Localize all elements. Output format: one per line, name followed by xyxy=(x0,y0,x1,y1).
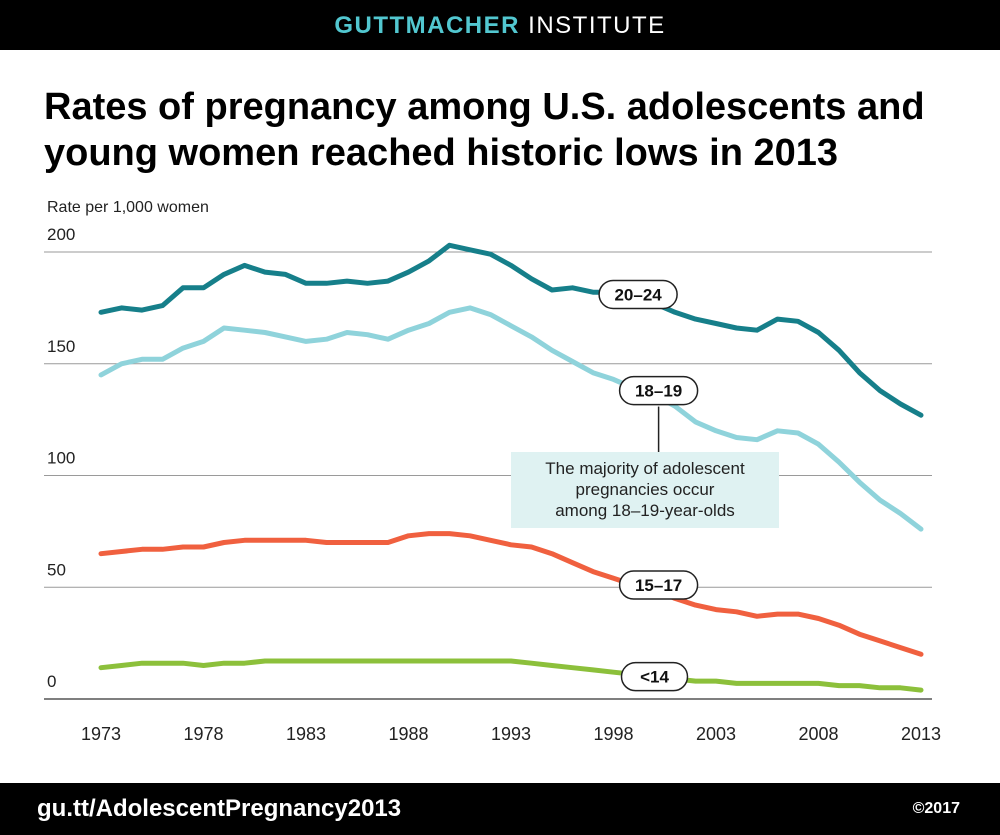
x-tick-label-1988: 1988 xyxy=(388,724,428,744)
x-tick-label-2003: 2003 xyxy=(696,724,736,744)
series-label-2024: 20–24 xyxy=(614,285,662,304)
x-tick-label-1983: 1983 xyxy=(286,724,326,744)
series-line-1517 xyxy=(98,531,924,657)
line-chart: Rate per 1,000 women 0 50 100 150 200 1973 1978… xyxy=(44,199,941,744)
y-tick-label-0: 0 xyxy=(47,672,56,691)
x-tick-label-1973: 1973 xyxy=(81,724,121,744)
footer-url: gu.tt/AdolescentPregnancy2013 xyxy=(37,795,402,822)
footer-bar: gu.tt/AdolescentPregnancy2013 ©2017 xyxy=(0,783,1000,835)
series-label-1517: 15–17 xyxy=(635,576,682,595)
chart-title: Rates of pregnancy among U.S. adolescent… xyxy=(44,86,925,174)
x-tick-label-2008: 2008 xyxy=(798,724,838,744)
series-label-pill-1517 xyxy=(618,570,699,600)
y-axis-label: Rate per 1,000 women xyxy=(47,199,209,216)
brand-part1: GUTTMACHER xyxy=(334,12,520,39)
annotation-box xyxy=(511,452,779,528)
series-line-1819 xyxy=(98,305,924,532)
footer-copyright: ©2017 xyxy=(912,800,960,817)
x-tick-label-1993: 1993 xyxy=(491,724,531,744)
annotation-text-line-1: The majority of adolescent xyxy=(545,459,745,478)
y-tick-label-150: 150 xyxy=(47,337,75,356)
series-label-pill-2024 xyxy=(598,279,678,310)
brand-logo: GUTTMACHER INSTITUTE xyxy=(0,12,1000,40)
brand-part2: INSTITUTE xyxy=(528,12,666,39)
series-line-2024 xyxy=(98,242,924,418)
header-bar: GUTTMACHER INSTITUTE xyxy=(0,0,1000,50)
series-label-14: <14 xyxy=(640,668,669,687)
series-label-pill-14 xyxy=(620,661,689,692)
series-label-pill-1819 xyxy=(618,375,699,406)
x-tick-label-1998: 1998 xyxy=(593,724,633,744)
annotation-text-line-3: among 18–19-year-olds xyxy=(555,501,735,520)
y-tick-label-50: 50 xyxy=(47,560,66,579)
series-line-14 xyxy=(98,658,924,693)
x-tick-label-2013: 2013 xyxy=(901,724,941,744)
x-tick-label-1978: 1978 xyxy=(183,724,223,744)
annotation-text-line-2: pregnancies occur xyxy=(576,480,715,499)
series-label-1819: 18–19 xyxy=(635,382,682,401)
y-tick-label-100: 100 xyxy=(47,449,75,468)
y-tick-label-200: 200 xyxy=(47,225,75,244)
